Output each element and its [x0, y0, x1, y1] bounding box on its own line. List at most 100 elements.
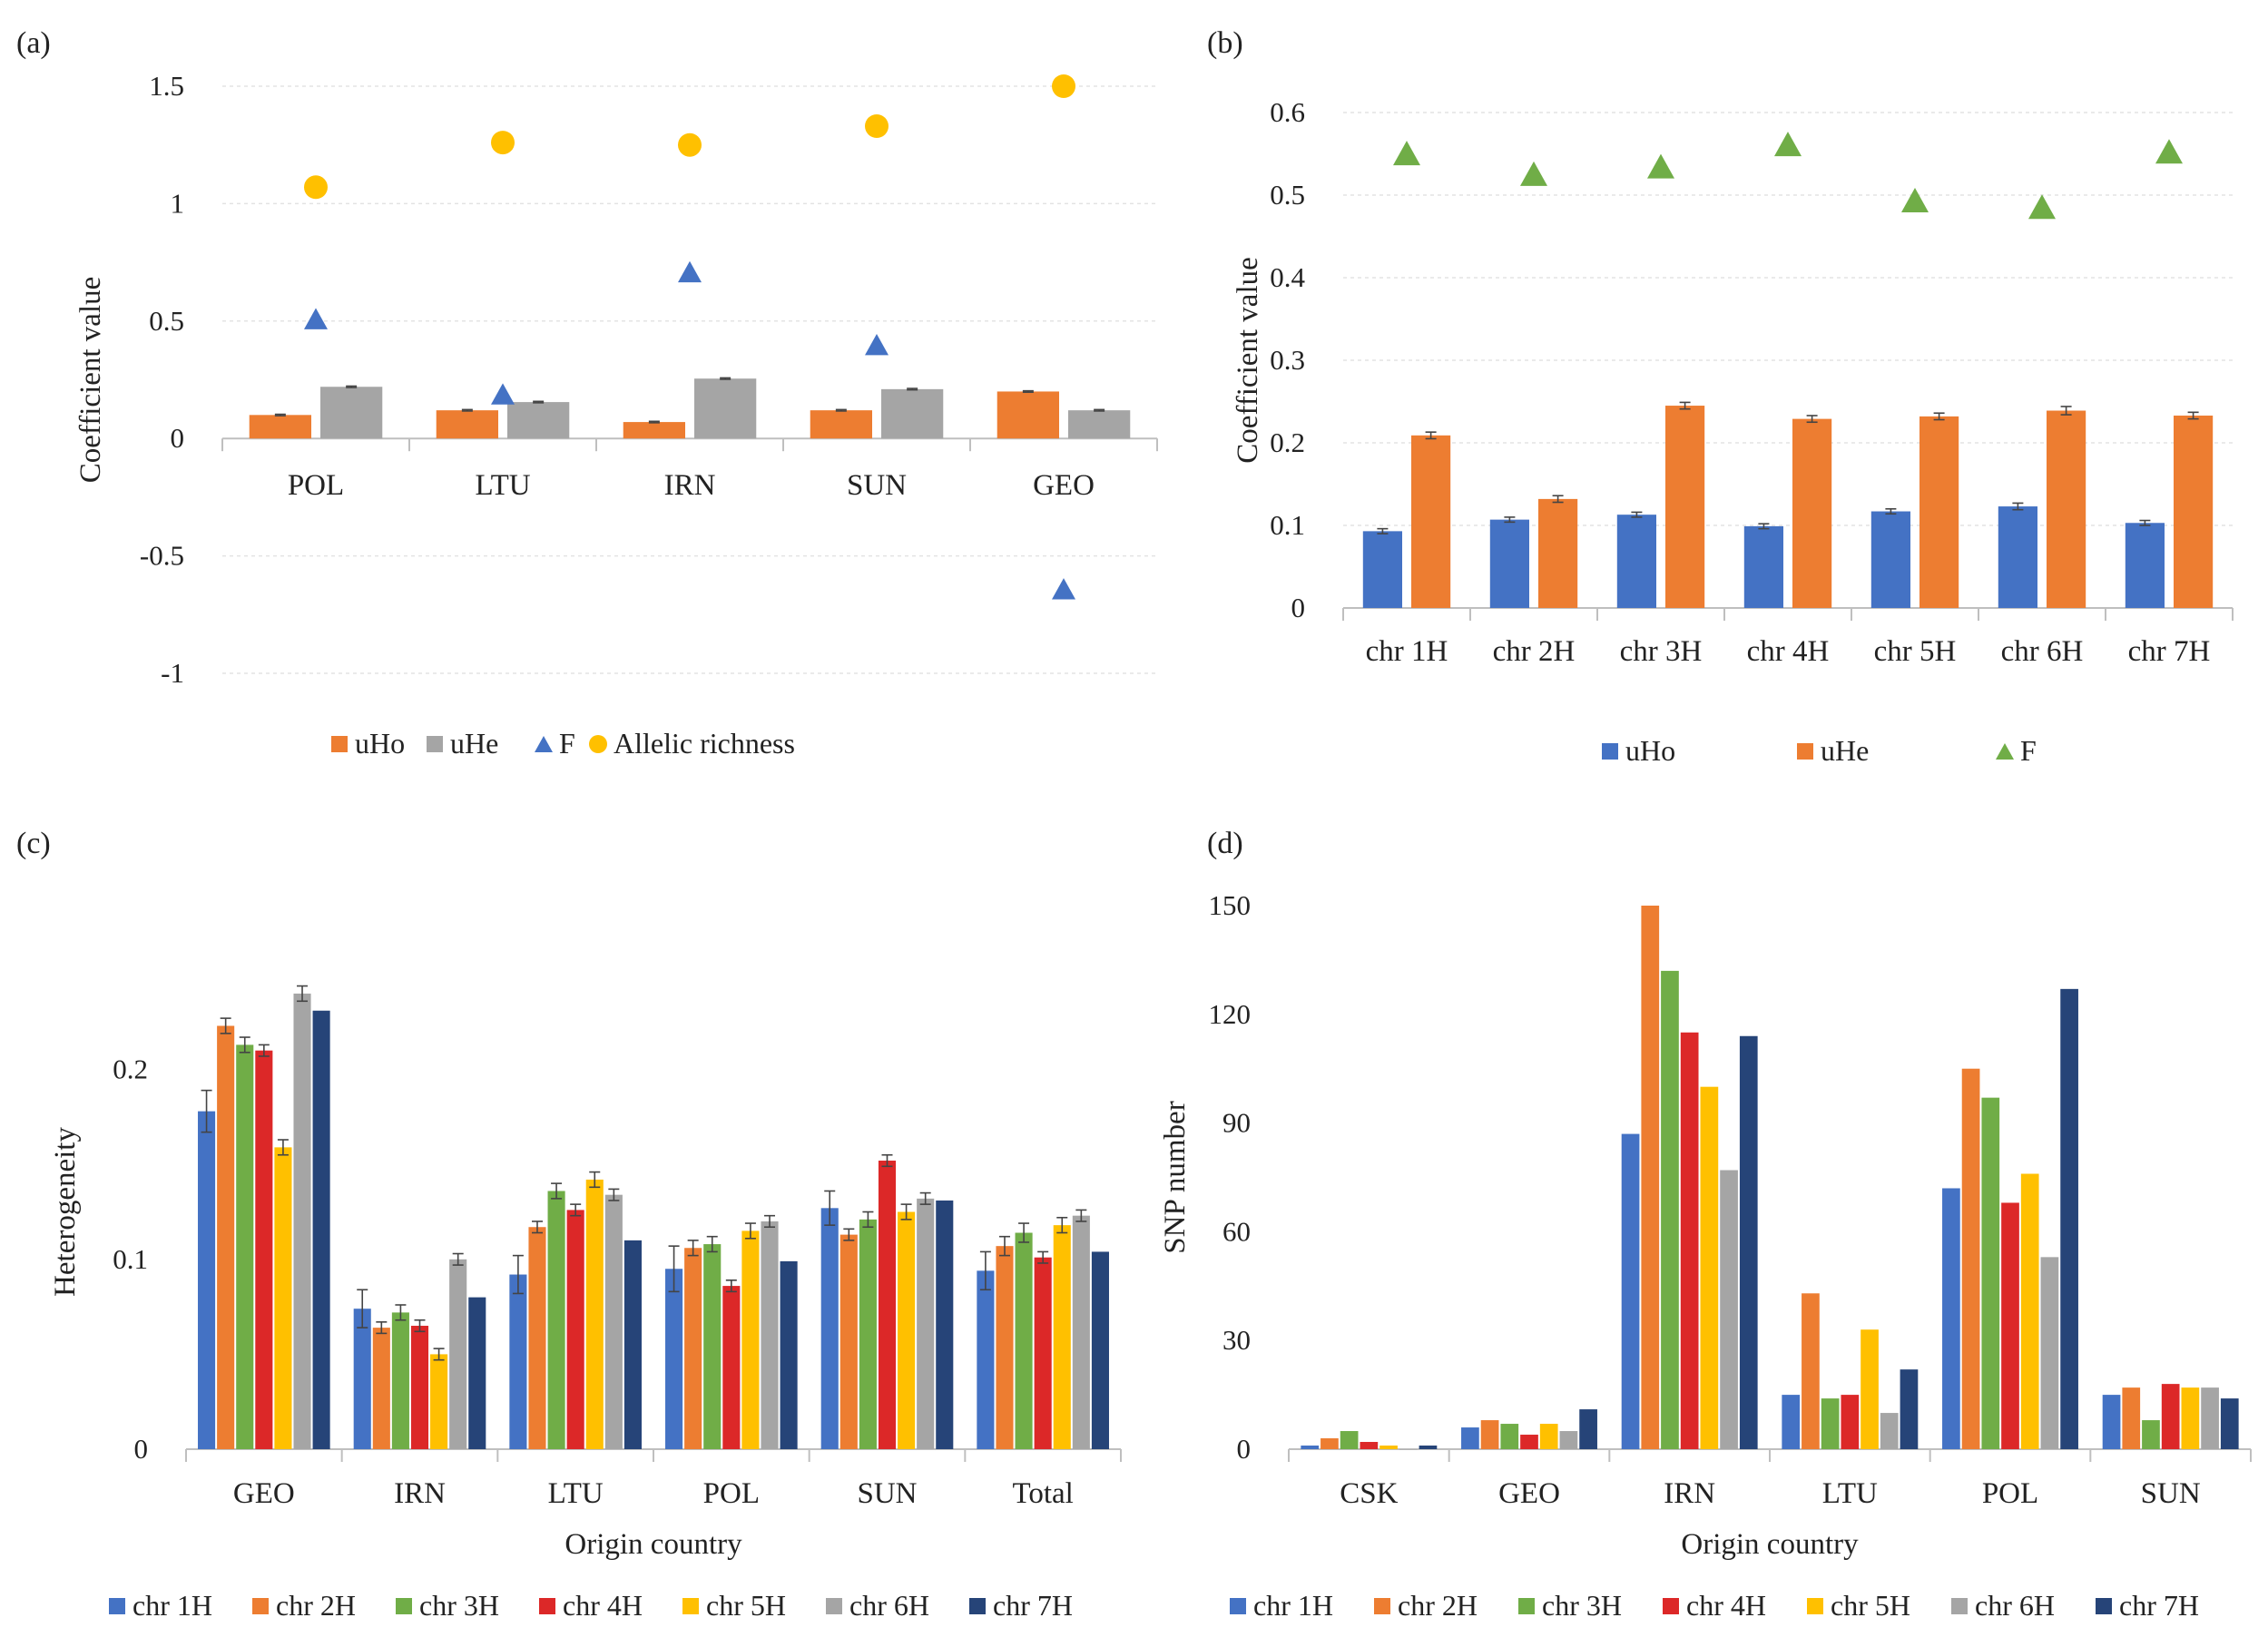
legend-swatch: [1797, 743, 1813, 760]
error-bar: [843, 1228, 855, 1241]
y-tick-label: 0.2: [1270, 426, 1305, 458]
bar: [2060, 988, 2078, 1449]
bar: [274, 1147, 292, 1449]
bar: [410, 1326, 429, 1449]
bar: [585, 1179, 604, 1449]
bar: [2220, 1398, 2239, 1449]
legend-swatch: [2096, 1598, 2112, 1614]
error-bar: [764, 1214, 776, 1229]
bar: [2102, 1395, 2121, 1449]
bar: [741, 1230, 760, 1449]
y-tick-label: 0: [1237, 1433, 1252, 1465]
bar: [1700, 1086, 1719, 1449]
error-bar: [239, 1036, 250, 1054]
bar: [1379, 1446, 1398, 1449]
bar: [528, 1227, 546, 1449]
bar: [1068, 410, 1131, 439]
bar: [468, 1297, 486, 1449]
circle-marker: [865, 113, 889, 138]
bar: [1782, 1395, 1801, 1449]
bar: [198, 1111, 216, 1449]
triangle-marker: [1647, 153, 1674, 179]
legend-label: chr 4H: [1686, 1589, 1766, 1622]
bar: [1360, 1442, 1379, 1449]
bar: [1579, 1409, 1597, 1449]
error-bar: [1679, 401, 1691, 410]
x-axis-title: Origin country: [565, 1528, 742, 1561]
x-tick-label: chr 3H: [1620, 635, 1703, 668]
y-tick-label: 90: [1222, 1107, 1251, 1139]
bar: [372, 1328, 390, 1449]
panel-label: (b): [1207, 26, 1243, 60]
bar: [436, 410, 498, 439]
legend-item: chr 3H: [396, 1589, 499, 1622]
bar: [430, 1354, 448, 1449]
y-tick-label: 0: [134, 1433, 149, 1465]
legend-label: chr 4H: [563, 1589, 643, 1622]
error-bar: [589, 1171, 601, 1189]
x-tick-label: GEO: [233, 1477, 295, 1510]
x-tick-label: chr 5H: [1874, 635, 1957, 668]
legend-label: F: [2020, 734, 2037, 767]
x-tick-label: SUN: [2141, 1477, 2201, 1510]
series-chr-1h: [1301, 1133, 2121, 1449]
legend-label: uHe: [1821, 734, 1869, 767]
y-tick-label: 120: [1209, 998, 1252, 1030]
bar: [1900, 1369, 1919, 1449]
error-bar: [1425, 431, 1437, 440]
error-bar: [1377, 527, 1389, 534]
legend-label: uHo: [355, 727, 405, 760]
legend-swatch: [1374, 1598, 1390, 1614]
legend-label: chr 2H: [1398, 1589, 1478, 1622]
error-bar: [725, 1279, 737, 1293]
bar: [2174, 415, 2214, 608]
legend-item: uHo: [1602, 734, 1675, 767]
bar: [859, 1219, 877, 1449]
bar: [1680, 1032, 1699, 1449]
error-bar: [376, 1321, 388, 1335]
bar: [936, 1200, 954, 1449]
legend-swatch: [682, 1598, 699, 1614]
bar: [1861, 1329, 1879, 1449]
x-tick-label: Total: [1012, 1477, 1073, 1510]
legend-item: chr 7H: [969, 1589, 1073, 1622]
x-tick-label: chr 6H: [2001, 635, 2084, 668]
series-f: [1393, 132, 2183, 220]
y-tick-label: 0: [171, 422, 185, 454]
x-tick-label: CSK: [1340, 1477, 1398, 1510]
bar: [1942, 1188, 1960, 1449]
bar: [1091, 1251, 1109, 1449]
triangle-marker: [1774, 132, 1802, 157]
bar: [1981, 1097, 2000, 1449]
bar: [878, 1161, 897, 1449]
bar: [820, 1208, 839, 1449]
series-chr-3h: [236, 1036, 1033, 1449]
legend-swatch: [969, 1598, 986, 1614]
bar: [1015, 1232, 1033, 1449]
bar: [353, 1309, 371, 1449]
bar: [623, 1240, 642, 1449]
error-bar: [1056, 1216, 1068, 1234]
bar: [1301, 1446, 1320, 1449]
panel-label: (a): [16, 26, 51, 60]
legend-item: chr 1H: [1230, 1589, 1333, 1622]
y-axis-title: Coefficient value: [74, 277, 107, 484]
series-chr-2h: [217, 1017, 1014, 1449]
bar: [1870, 511, 1910, 608]
error-bar: [1631, 511, 1643, 518]
series-uho: [1362, 502, 2165, 608]
circle-marker: [304, 175, 328, 200]
y-tick-label: 0.4: [1270, 261, 1305, 293]
legend-swatch: [331, 736, 348, 752]
error-bar: [998, 1235, 1010, 1257]
error-bar: [900, 1203, 912, 1221]
bar: [1034, 1257, 1052, 1449]
legend-swatch: [1230, 1598, 1246, 1614]
legend-label: chr 6H: [849, 1589, 929, 1622]
x-tick-label: GEO: [1498, 1477, 1560, 1510]
y-tick-label: 150: [1209, 889, 1252, 921]
legend-swatch: [826, 1598, 842, 1614]
bar: [507, 402, 570, 439]
error-bar: [881, 1153, 893, 1168]
